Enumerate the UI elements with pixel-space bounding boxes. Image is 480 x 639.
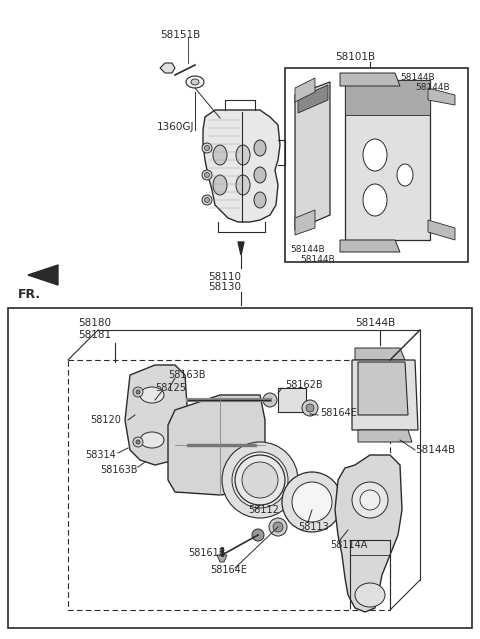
- Ellipse shape: [363, 184, 387, 216]
- Ellipse shape: [388, 386, 402, 404]
- Ellipse shape: [202, 170, 212, 180]
- Ellipse shape: [204, 173, 209, 178]
- Text: 58144B: 58144B: [290, 245, 324, 254]
- Text: 58130: 58130: [208, 282, 241, 292]
- Ellipse shape: [254, 167, 266, 183]
- Ellipse shape: [235, 455, 285, 505]
- Polygon shape: [340, 73, 400, 86]
- Ellipse shape: [213, 175, 227, 195]
- Polygon shape: [217, 555, 227, 562]
- Polygon shape: [345, 80, 430, 115]
- Polygon shape: [298, 85, 328, 113]
- Text: 58163B: 58163B: [100, 465, 137, 475]
- Bar: [278, 388, 306, 412]
- Text: 58113: 58113: [298, 522, 329, 532]
- Ellipse shape: [133, 437, 143, 447]
- Ellipse shape: [273, 522, 283, 532]
- Polygon shape: [28, 265, 58, 285]
- Ellipse shape: [204, 197, 209, 203]
- Ellipse shape: [202, 195, 212, 205]
- Ellipse shape: [352, 482, 388, 518]
- Polygon shape: [335, 455, 402, 612]
- Text: 58114A: 58114A: [330, 540, 367, 550]
- Text: 58161B: 58161B: [188, 548, 226, 558]
- Polygon shape: [358, 430, 412, 442]
- Ellipse shape: [133, 387, 143, 397]
- Ellipse shape: [140, 432, 164, 448]
- Text: 58164E: 58164E: [210, 565, 247, 575]
- Text: 58120: 58120: [90, 415, 121, 425]
- Text: 58110: 58110: [208, 272, 241, 282]
- Ellipse shape: [136, 440, 140, 444]
- Polygon shape: [295, 78, 315, 102]
- Ellipse shape: [269, 518, 287, 536]
- Polygon shape: [428, 88, 455, 105]
- Text: 58162B: 58162B: [285, 380, 323, 390]
- Ellipse shape: [236, 175, 250, 195]
- Text: 58180: 58180: [78, 318, 111, 328]
- Ellipse shape: [254, 192, 266, 208]
- Text: 58314: 58314: [85, 450, 116, 460]
- Text: 58125: 58125: [155, 383, 186, 393]
- Ellipse shape: [397, 164, 413, 186]
- Polygon shape: [295, 210, 315, 235]
- Ellipse shape: [263, 393, 277, 407]
- Ellipse shape: [186, 76, 204, 88]
- Polygon shape: [358, 362, 408, 415]
- Polygon shape: [125, 365, 188, 465]
- Ellipse shape: [136, 390, 140, 394]
- Ellipse shape: [204, 146, 209, 151]
- Text: 58112: 58112: [248, 505, 279, 515]
- Ellipse shape: [360, 490, 380, 510]
- Ellipse shape: [222, 442, 298, 518]
- Polygon shape: [428, 220, 455, 240]
- Text: 58144B: 58144B: [400, 73, 434, 82]
- Text: 58163B: 58163B: [168, 370, 205, 380]
- Polygon shape: [295, 82, 330, 230]
- Ellipse shape: [302, 400, 318, 416]
- Text: 58144B: 58144B: [415, 445, 455, 455]
- Ellipse shape: [140, 387, 164, 403]
- Bar: [285, 68, 468, 262]
- Ellipse shape: [366, 371, 384, 393]
- Ellipse shape: [292, 482, 332, 522]
- Text: 58181: 58181: [78, 330, 111, 340]
- Polygon shape: [355, 348, 405, 360]
- Polygon shape: [352, 360, 418, 430]
- Ellipse shape: [248, 438, 262, 452]
- Text: 58164E: 58164E: [320, 408, 357, 418]
- Polygon shape: [168, 395, 265, 495]
- Polygon shape: [345, 80, 430, 240]
- Bar: [8, 308, 472, 628]
- Ellipse shape: [254, 140, 266, 156]
- Ellipse shape: [213, 145, 227, 165]
- Text: 58101B: 58101B: [335, 52, 375, 62]
- Text: 58144B: 58144B: [300, 255, 335, 264]
- Text: FR.: FR.: [18, 288, 41, 301]
- Ellipse shape: [232, 452, 288, 508]
- Polygon shape: [160, 63, 175, 73]
- Ellipse shape: [242, 462, 278, 498]
- Ellipse shape: [202, 143, 212, 153]
- Ellipse shape: [306, 404, 314, 412]
- Polygon shape: [340, 240, 400, 252]
- Text: 1360GJ: 1360GJ: [157, 122, 194, 132]
- Polygon shape: [203, 110, 280, 222]
- Text: 58144B: 58144B: [355, 318, 395, 328]
- Ellipse shape: [282, 472, 342, 532]
- Ellipse shape: [236, 145, 250, 165]
- Ellipse shape: [355, 583, 385, 607]
- Ellipse shape: [252, 529, 264, 541]
- Text: 58144B: 58144B: [415, 83, 450, 92]
- Ellipse shape: [191, 79, 199, 85]
- Ellipse shape: [363, 139, 387, 171]
- Bar: [68, 360, 390, 610]
- Polygon shape: [238, 242, 244, 255]
- Text: 58151B: 58151B: [160, 30, 200, 40]
